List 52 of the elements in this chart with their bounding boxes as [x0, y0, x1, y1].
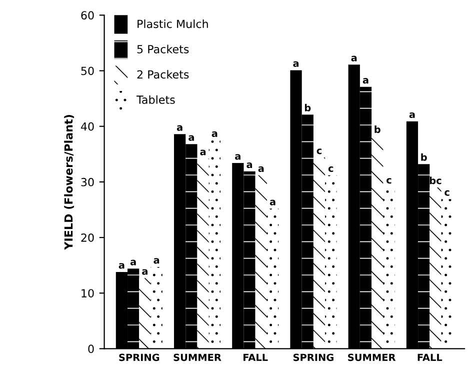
data-label: b: [421, 153, 427, 161]
data-label: a: [409, 112, 415, 118]
data-label: a: [246, 162, 252, 168]
bar: [418, 164, 430, 349]
y-tick-label: 50: [81, 66, 94, 76]
bar: [128, 268, 140, 349]
data-label: a: [258, 166, 264, 172]
x-tick-label: FALL: [418, 354, 442, 361]
bar: [244, 171, 256, 349]
legend-label: 2 Packets: [137, 70, 189, 79]
data-label: b: [304, 104, 311, 112]
legend-label: Plastic Mulch: [138, 19, 208, 28]
x-tick-label: FALL: [244, 354, 268, 361]
data-label: c: [316, 148, 322, 154]
bar: [302, 114, 314, 349]
y-tick-label: 30: [81, 178, 94, 186]
data-label: a: [130, 260, 136, 266]
bar: [186, 144, 198, 349]
data-label: a: [212, 131, 218, 137]
bar: [430, 187, 442, 349]
data-label: a: [351, 56, 357, 62]
x-tick-label: SPRING: [293, 354, 334, 362]
data-label: b: [374, 126, 380, 134]
bar: [197, 158, 209, 349]
legend-label: 5 Packets: [137, 44, 189, 54]
data-label: a: [235, 154, 240, 160]
x-tick-label: SUMMER: [174, 354, 222, 362]
data-label: a: [362, 78, 368, 84]
data-label: a: [142, 269, 148, 275]
data-label: a: [118, 263, 124, 269]
data-label: a: [154, 258, 160, 264]
data-label: a: [176, 125, 182, 131]
data-label: a: [293, 61, 299, 67]
data-label: c: [444, 190, 450, 196]
legend-label: Tablets: [136, 95, 175, 104]
bar: [255, 175, 267, 349]
x-tick-label: SUMMER: [348, 354, 396, 362]
bar: [313, 157, 326, 349]
data-label: a: [270, 200, 276, 206]
data-label: a: [188, 135, 194, 141]
data-label: a: [200, 150, 206, 156]
y-tick-label: 0: [88, 344, 94, 354]
y-axis-title: YIELD (Flowers/Plant): [64, 115, 74, 250]
y-tick-label: 60: [81, 11, 94, 20]
data-label: c: [386, 178, 392, 184]
data-label: bc: [430, 176, 442, 184]
data-label: c: [328, 166, 334, 172]
y-tick-label: 10: [82, 289, 94, 298]
bar: [360, 86, 372, 349]
x-tick-label: SPRING: [119, 354, 160, 362]
y-tick-label: 20: [81, 233, 94, 242]
y-tick-label: 40: [80, 122, 94, 131]
